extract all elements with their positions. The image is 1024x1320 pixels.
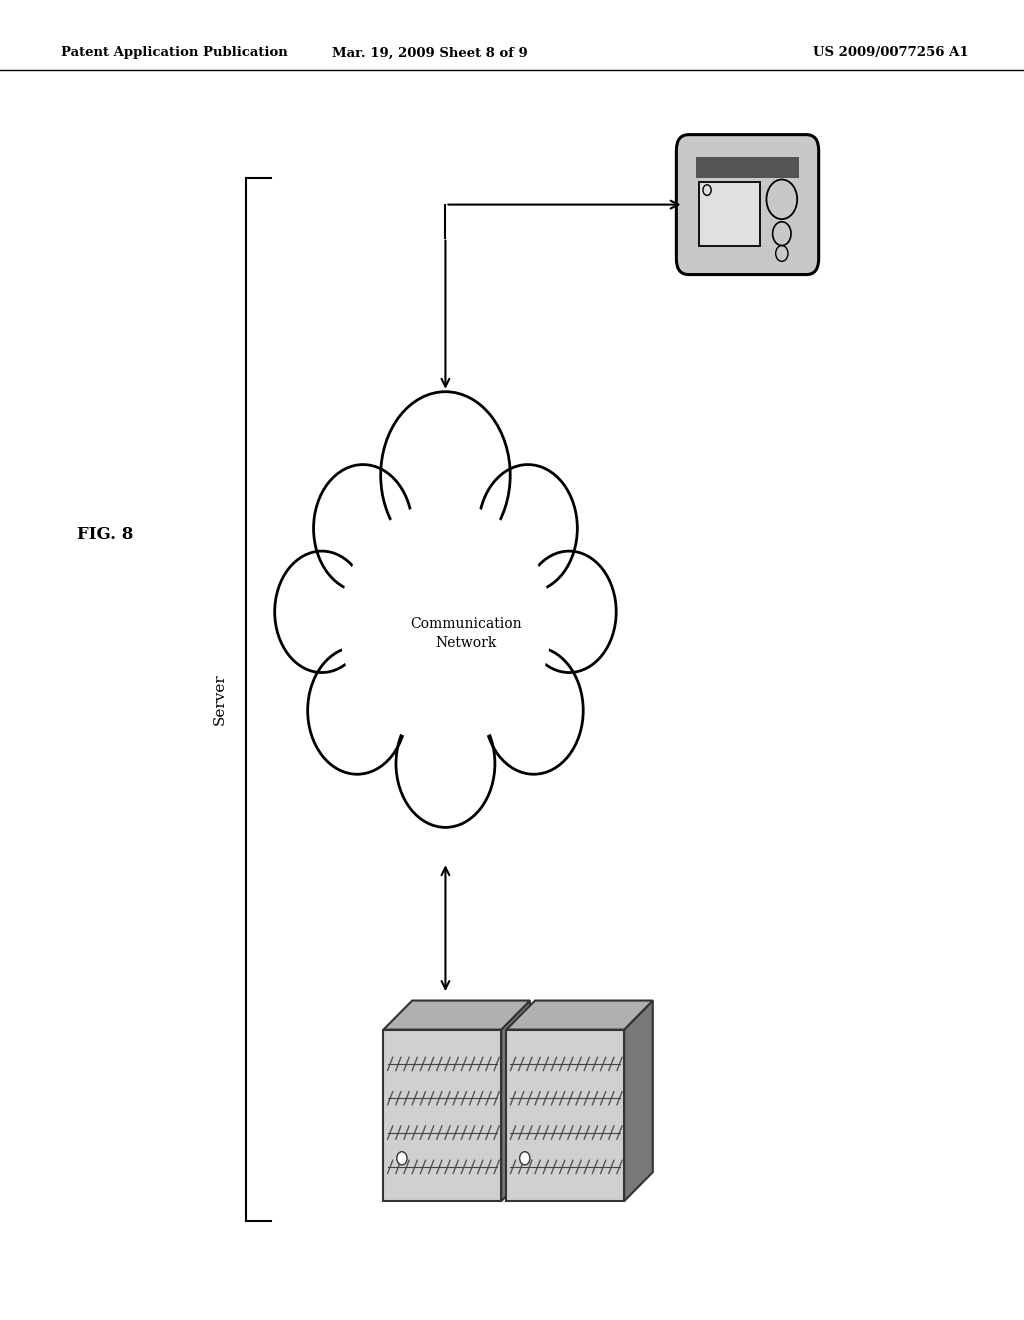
FancyBboxPatch shape: [676, 135, 819, 275]
Circle shape: [485, 648, 582, 772]
Ellipse shape: [340, 503, 551, 746]
Circle shape: [520, 1151, 530, 1166]
Polygon shape: [383, 1001, 530, 1030]
Text: Communication
Network: Communication Network: [410, 616, 522, 651]
Polygon shape: [502, 1001, 530, 1201]
FancyBboxPatch shape: [696, 157, 799, 178]
Polygon shape: [625, 1001, 653, 1201]
Circle shape: [309, 648, 406, 772]
Circle shape: [397, 702, 494, 825]
Text: FIG. 8: FIG. 8: [77, 527, 133, 543]
Circle shape: [397, 1151, 408, 1166]
Text: Mar. 19, 2009 Sheet 8 of 9: Mar. 19, 2009 Sheet 8 of 9: [332, 46, 528, 59]
Circle shape: [276, 553, 368, 671]
Circle shape: [480, 466, 575, 590]
Text: US 2009/0077256 A1: US 2009/0077256 A1: [813, 46, 969, 59]
Circle shape: [523, 553, 614, 671]
Polygon shape: [507, 1001, 653, 1030]
Bar: [698, 182, 760, 246]
Text: Server: Server: [213, 673, 227, 726]
Circle shape: [383, 395, 508, 556]
Circle shape: [315, 466, 411, 590]
Ellipse shape: [310, 475, 581, 779]
Text: Client: Client: [684, 161, 698, 209]
Polygon shape: [507, 1030, 625, 1201]
Polygon shape: [383, 1030, 502, 1201]
Text: Patent Application Publication: Patent Application Publication: [61, 46, 288, 59]
